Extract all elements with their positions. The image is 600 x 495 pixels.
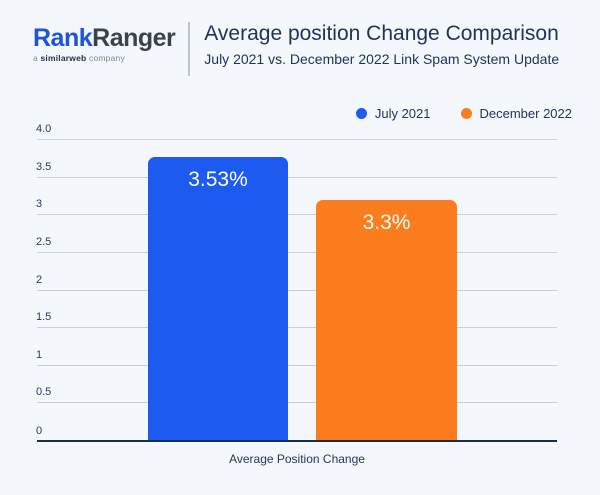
gridline: 4.0 bbox=[36, 123, 557, 140]
y-tick-label: 0 bbox=[36, 425, 43, 437]
y-tick-label: 4.0 bbox=[36, 123, 52, 135]
gridline: 3 bbox=[36, 198, 557, 216]
gridline: 0.5 bbox=[36, 386, 557, 404]
gridline: 2.5 bbox=[36, 236, 557, 253]
logo-ranger: Ranger bbox=[92, 24, 176, 52]
bar-value-label: 3.3% bbox=[362, 211, 411, 234]
logo-rank: Rank bbox=[33, 24, 93, 52]
legend-dot-icon bbox=[355, 108, 367, 119]
gridline: 3.5 bbox=[36, 161, 557, 178]
y-tick-label: 0.5 bbox=[36, 386, 52, 399]
logo-wordmark: RankRanger bbox=[33, 24, 176, 52]
legend-label: July 2021 bbox=[374, 106, 431, 121]
gridline: 1 bbox=[36, 349, 557, 366]
header: RankRanger a similarweb company Average … bbox=[33, 22, 559, 76]
bar-july-2021: 3.53% bbox=[148, 157, 288, 440]
gridline: 1.5 bbox=[36, 311, 557, 329]
x-axis-line: 0 bbox=[36, 425, 557, 442]
tagline-suffix: company bbox=[89, 53, 125, 63]
gridline: 2 bbox=[36, 274, 557, 291]
legend-label: December 2022 bbox=[479, 106, 573, 121]
legend: July 2021 December 2022 bbox=[355, 106, 573, 121]
bar-december-2022: 3.3% bbox=[316, 200, 457, 440]
y-tick-label: 2 bbox=[36, 273, 43, 286]
legend-item-july-2021: July 2021 bbox=[355, 106, 431, 121]
legend-dot-icon bbox=[460, 108, 472, 119]
bar-value-label: 3.53% bbox=[188, 168, 248, 191]
tagline-brand: similarweb bbox=[40, 53, 87, 63]
y-tick-label: 3.5 bbox=[36, 160, 52, 173]
rankranger-logo: RankRanger a similarweb company bbox=[33, 22, 176, 64]
y-tick-label: 1.5 bbox=[36, 311, 52, 324]
tagline-prefix: a bbox=[33, 53, 38, 63]
header-titles: Average position Change Comparison July … bbox=[204, 22, 559, 67]
logo-tagline: a similarweb company bbox=[33, 53, 175, 63]
header-divider bbox=[188, 22, 191, 76]
y-tick-label: 2.5 bbox=[36, 235, 52, 248]
plot-area: 4.0 3.5 3 2.5 2 1.5 1 0.5 0 3.53% 3.3% Average P… bbox=[36, 123, 557, 466]
chart-subtitle: July 2021 vs. December 2022 Link Spam Sy… bbox=[204, 51, 560, 68]
x-axis-label: Average Position Change bbox=[229, 452, 365, 466]
y-tick-label: 3 bbox=[36, 198, 43, 211]
legend-item-december-2022: December 2022 bbox=[460, 106, 573, 121]
y-tick-label: 1 bbox=[36, 348, 43, 361]
chart-title: Average position Change Comparison bbox=[204, 22, 559, 45]
